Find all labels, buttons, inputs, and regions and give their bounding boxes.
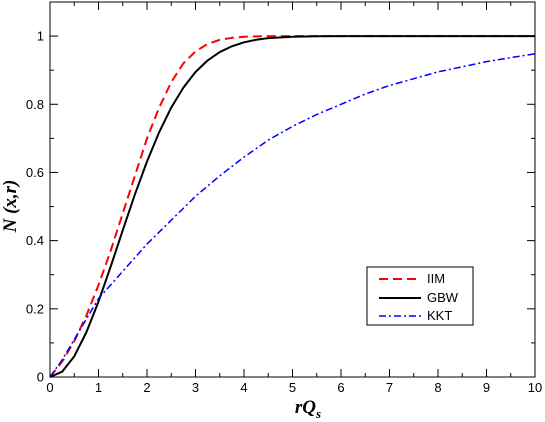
x-tick-label: 9 xyxy=(483,380,490,395)
y-tick-label: 0 xyxy=(37,370,44,385)
series-line-kkt xyxy=(49,53,536,378)
y-tick-label: 0.2 xyxy=(26,301,44,316)
x-tick-label: 3 xyxy=(192,380,199,395)
legend: IIM GBW KKT xyxy=(366,266,474,326)
x-tick-label: 1 xyxy=(95,380,102,395)
x-tick-label: 5 xyxy=(289,380,296,395)
y-axis-label: N (x,r) xyxy=(0,180,21,234)
x-axis-label-main: rQ xyxy=(295,397,316,418)
x-axis-label: rQs xyxy=(295,397,321,421)
x-tick-label: 10 xyxy=(528,380,542,395)
x-axis-label-subscript: s xyxy=(315,406,321,421)
tick-labels: 0 1 2 3 4 5 6 7 8 9 10 0 0.2 0.4 0.6 0.8 1 xyxy=(26,29,542,395)
x-tick-label: 8 xyxy=(434,380,441,395)
series-line-iim xyxy=(49,35,535,378)
legend-label-iim: IIM xyxy=(427,271,445,286)
x-tick-label: 0 xyxy=(46,380,53,395)
x-tick-label: 4 xyxy=(240,380,247,395)
plot-frame xyxy=(49,1,536,378)
axis-ticks xyxy=(49,2,536,378)
x-tick-label: 2 xyxy=(143,380,150,395)
y-tick-label: 1 xyxy=(37,29,44,44)
legend-label-gbw: GBW xyxy=(427,290,459,305)
series-lines xyxy=(49,35,536,378)
y-tick-label: 0.8 xyxy=(26,97,44,112)
series-line-gbw xyxy=(49,35,535,378)
x-tick-label: 7 xyxy=(386,380,393,395)
x-tick-label: 6 xyxy=(337,380,344,395)
y-tick-label: 0.6 xyxy=(26,165,44,180)
y-tick-label: 0.4 xyxy=(26,233,44,248)
legend-label-kkt: KKT xyxy=(427,308,452,323)
